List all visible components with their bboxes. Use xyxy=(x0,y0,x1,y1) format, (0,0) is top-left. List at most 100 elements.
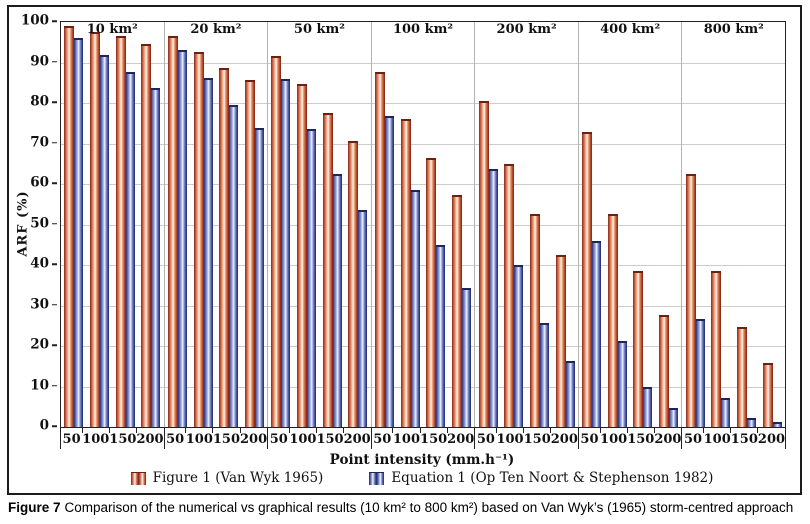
bar-pair xyxy=(297,22,317,427)
legend-item-figure1: Figure 1 (Van Wyk 1965) xyxy=(130,470,324,486)
x-tick-label: 50 xyxy=(372,427,394,449)
bar-pair xyxy=(141,22,161,427)
bar-equation1 xyxy=(592,241,602,427)
bar-figure1 xyxy=(737,327,748,427)
gridline xyxy=(61,62,785,64)
bar-pair xyxy=(478,22,498,427)
bar-slot xyxy=(501,22,527,427)
figure-caption-label: Figure 7 xyxy=(8,500,61,515)
bar-slot xyxy=(552,22,578,427)
bar-equation1 xyxy=(125,72,135,427)
y-tick-label: 40 xyxy=(30,255,49,272)
bar-pair xyxy=(219,22,239,427)
y-tick-mark xyxy=(52,222,57,225)
bar-pair xyxy=(348,22,368,427)
bar-pair xyxy=(167,22,187,427)
y-tick-mark xyxy=(52,141,57,144)
bar-figure1 xyxy=(426,157,437,427)
x-tick-group: 50 100 150 200 xyxy=(577,427,681,449)
gridline xyxy=(61,143,785,145)
y-tick-label: 30 xyxy=(30,296,49,313)
bar-slot xyxy=(165,22,191,427)
bar-figure1 xyxy=(141,44,152,427)
bar-pair xyxy=(633,22,653,427)
area-group: 400 km² xyxy=(577,22,682,427)
x-tick-label: 50 xyxy=(165,427,187,449)
x-tick-label: 100 xyxy=(82,427,110,449)
figure-caption-text: Comparison of the numerical vs graphical… xyxy=(64,500,794,515)
bar-pair xyxy=(685,22,705,427)
x-tick-label: 150 xyxy=(316,427,345,449)
gridline xyxy=(61,103,785,104)
bar-pair xyxy=(504,22,524,427)
y-tick-mark xyxy=(52,344,57,346)
bar-pair xyxy=(322,22,342,427)
bar-pair xyxy=(400,22,420,427)
area-group-label: 800 km² xyxy=(703,22,764,37)
bar-equation1 xyxy=(514,265,524,427)
bar-figure1 xyxy=(375,72,386,427)
bar-equation1 xyxy=(358,210,368,427)
x-tick-group: 50 100 150 200 xyxy=(474,427,578,449)
bar-figure1 xyxy=(219,68,230,427)
bar-equation1 xyxy=(254,128,264,427)
y-tick-mark xyxy=(52,425,57,427)
x-tick-label: 50 xyxy=(475,427,498,449)
x-tick-label: 100 xyxy=(600,427,628,449)
bar-slot xyxy=(138,22,164,427)
area-group: 800 km² xyxy=(681,22,785,427)
bar-equation1 xyxy=(539,323,549,427)
plot-area: 10 km² 20 km² 50 km² 100 km² 200 km² 400 km² 8… xyxy=(60,21,786,428)
x-tick-group: 50 100 150 200 xyxy=(370,427,474,449)
bar-figure1 xyxy=(348,141,359,427)
legend: Figure 1 (Van Wyk 1965) Equation 1 (Op T… xyxy=(60,470,784,486)
legend-label-figure1: Figure 1 (Van Wyk 1965) xyxy=(152,470,324,486)
bar-pair xyxy=(607,22,627,427)
bar-groups: 10 km² 20 km² 50 km² 100 km² 200 km² 400 km² 8… xyxy=(61,22,785,427)
y-tick-mark xyxy=(52,20,57,22)
y-tick-label: 70 xyxy=(30,134,49,151)
x-tick-label: 50 xyxy=(61,427,83,449)
bar-equation1 xyxy=(307,129,317,427)
bar-pair xyxy=(555,22,575,427)
gridline xyxy=(61,265,785,266)
y-tick-mark xyxy=(52,182,57,184)
legend-swatch-equation1-icon xyxy=(369,471,385,485)
bar-slot xyxy=(579,22,605,427)
bar-slot xyxy=(294,22,320,427)
bar-equation1 xyxy=(488,169,498,427)
bar-pair xyxy=(762,22,782,427)
area-group: 200 km² xyxy=(474,22,578,427)
bar-pair xyxy=(529,22,549,427)
bar-slot xyxy=(605,22,631,427)
gridline xyxy=(61,224,785,226)
area-group-label: 50 km² xyxy=(293,22,345,37)
y-tick-label: 100 xyxy=(20,12,49,29)
bar-slot xyxy=(527,22,553,427)
legend-item-equation1: Equation 1 (Op Ten Noort & Stephenson 19… xyxy=(369,470,713,486)
bar-figure1 xyxy=(659,315,670,427)
bar-figure1 xyxy=(400,118,411,427)
x-tick-label: 150 xyxy=(213,427,241,449)
bar-figure1 xyxy=(607,214,618,427)
area-group-label: 400 km² xyxy=(600,22,661,37)
y-tick-label: 10 xyxy=(30,377,49,394)
x-tick-label: 200 xyxy=(136,431,164,447)
area-group: 10 km² xyxy=(61,22,164,427)
bar-equation1 xyxy=(203,77,213,427)
area-group: 20 km² xyxy=(163,22,268,427)
bar-pair xyxy=(375,22,395,427)
x-tick-label: 100 xyxy=(496,427,525,449)
bar-equation1 xyxy=(617,340,627,427)
y-tick-mark xyxy=(52,101,57,103)
area-group: 100 km² xyxy=(370,22,475,427)
bar-slot xyxy=(61,22,87,427)
bar-slot xyxy=(112,22,138,427)
bar-figure1 xyxy=(582,132,593,427)
bar-figure1 xyxy=(322,112,333,427)
bar-figure1 xyxy=(244,79,255,427)
y-tick-label: 20 xyxy=(30,336,49,353)
y-tick-mark xyxy=(52,384,57,387)
bar-figure1 xyxy=(633,271,644,427)
figure-caption: Figure 7 Comparison of the numerical vs g… xyxy=(8,500,802,515)
